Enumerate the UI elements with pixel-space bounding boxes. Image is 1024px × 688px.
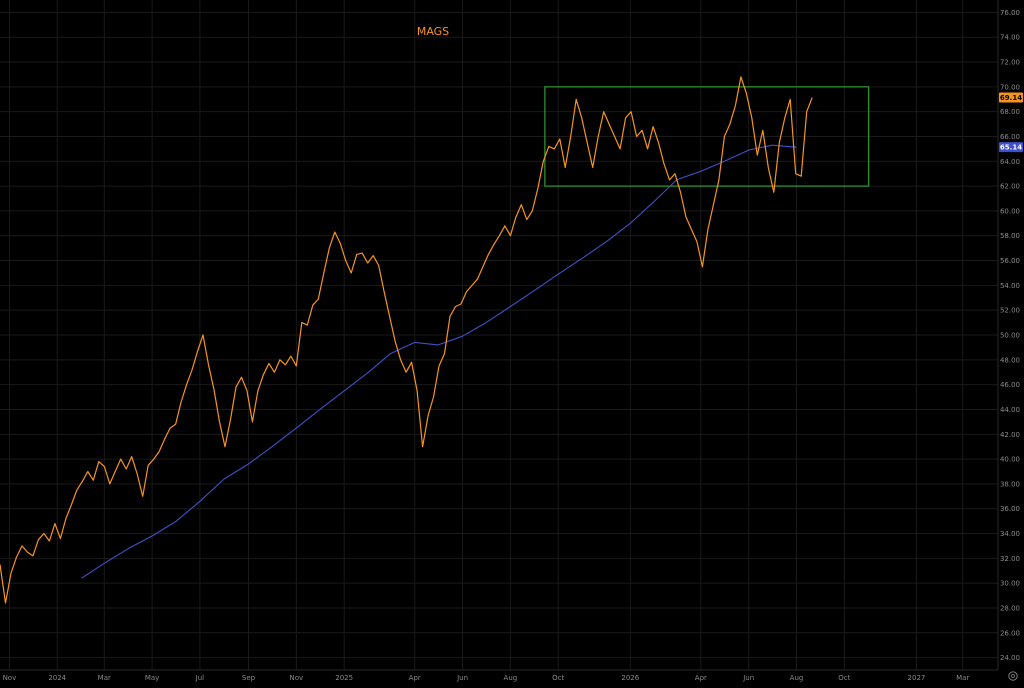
y-tick-label: 30.00: [1000, 580, 1020, 588]
y-tick-label: 64.00: [1000, 158, 1020, 166]
y-tick-label: 60.00: [1000, 207, 1020, 215]
x-tick-label: Mar: [98, 674, 111, 682]
y-tick-label: 32.00: [1000, 555, 1020, 563]
range-box-layer: [544, 86, 870, 187]
ma-last-value-label: 65.14: [1000, 144, 1022, 152]
x-tick-label: Oct: [552, 674, 564, 682]
y-tick-label: 36.00: [1000, 505, 1020, 513]
y-tick-label: 38.00: [1000, 480, 1020, 488]
y-tick-label: 48.00: [1000, 356, 1020, 364]
x-tick-label: Jun: [742, 674, 754, 682]
x-tick-label: 2025: [335, 674, 353, 682]
y-tick-label: 72.00: [1000, 59, 1020, 67]
x-tick-label: Apr: [695, 674, 707, 682]
y-tick-label: 66.00: [1000, 133, 1020, 141]
x-tick-label: Apr: [409, 674, 421, 682]
x-tick-label: Sep: [242, 674, 256, 682]
y-tick-label: 46.00: [1000, 381, 1020, 389]
y-tick-label: 50.00: [1000, 332, 1020, 340]
x-tick-label: Aug: [504, 674, 518, 682]
grid: [0, 0, 998, 670]
x-tick-label: Oct: [838, 674, 850, 682]
x-tick-label: May: [145, 674, 159, 682]
y-tick-label: 62.00: [1000, 183, 1020, 191]
settings-gear-icon[interactable]: [1008, 671, 1018, 681]
ma-last-value-badge: [999, 142, 1023, 153]
x-tick-label: Aug: [790, 674, 804, 682]
y-tick-label: 76.00: [1000, 9, 1020, 17]
x-tick-label: Jul: [195, 674, 205, 682]
y-tick-label: 44.00: [1000, 406, 1020, 414]
y-tick-label: 56.00: [1000, 257, 1020, 265]
axes: [0, 0, 999, 671]
y-tick-label: 52.00: [1000, 307, 1020, 315]
price-badges: 69.14 65.14: [999, 92, 1023, 153]
price-line[interactable]: [0, 76, 813, 604]
y-tick-label: 40.00: [1000, 456, 1020, 464]
x-tick-label: Nov: [290, 674, 304, 682]
price-last-value-label: 69.14: [1000, 94, 1022, 102]
y-tick-label: 34.00: [1000, 530, 1020, 538]
series-layer: [0, 76, 813, 604]
x-tick-label: Jun: [456, 674, 468, 682]
y-tick-label: 70.00: [1000, 83, 1020, 91]
x-tick-label: 2027: [908, 674, 926, 682]
y-tick-label: 42.00: [1000, 431, 1020, 439]
y-tick-label: 26.00: [1000, 629, 1020, 637]
y-tick-label: 24.00: [1000, 654, 1020, 662]
y-tick-label: 54.00: [1000, 282, 1020, 290]
y-tick-label: 28.00: [1000, 604, 1020, 612]
consolidation-range-box[interactable]: [544, 86, 870, 187]
chart-title: MAGS: [417, 25, 449, 38]
x-axis-ticks[interactable]: Nov 2024 Mar May Jul Sep Nov 2025 Apr Jun Aug Oct 20…: [3, 674, 970, 682]
price-last-value-badge: [999, 92, 1023, 103]
y-tick-label: 68.00: [1000, 108, 1020, 116]
x-tick-label: Nov: [3, 674, 17, 682]
y-tick-label: 58.00: [1000, 232, 1020, 240]
x-tick-label: 2026: [621, 674, 639, 682]
x-tick-label: 2024: [48, 674, 66, 682]
x-tick-label: Mar: [956, 674, 969, 682]
y-axis-ticks[interactable]: 24.00 26.00 28.00 30.00 32.00 34.00 36.00 38.00…: [1000, 9, 1020, 662]
y-tick-label: 74.00: [1000, 34, 1020, 42]
